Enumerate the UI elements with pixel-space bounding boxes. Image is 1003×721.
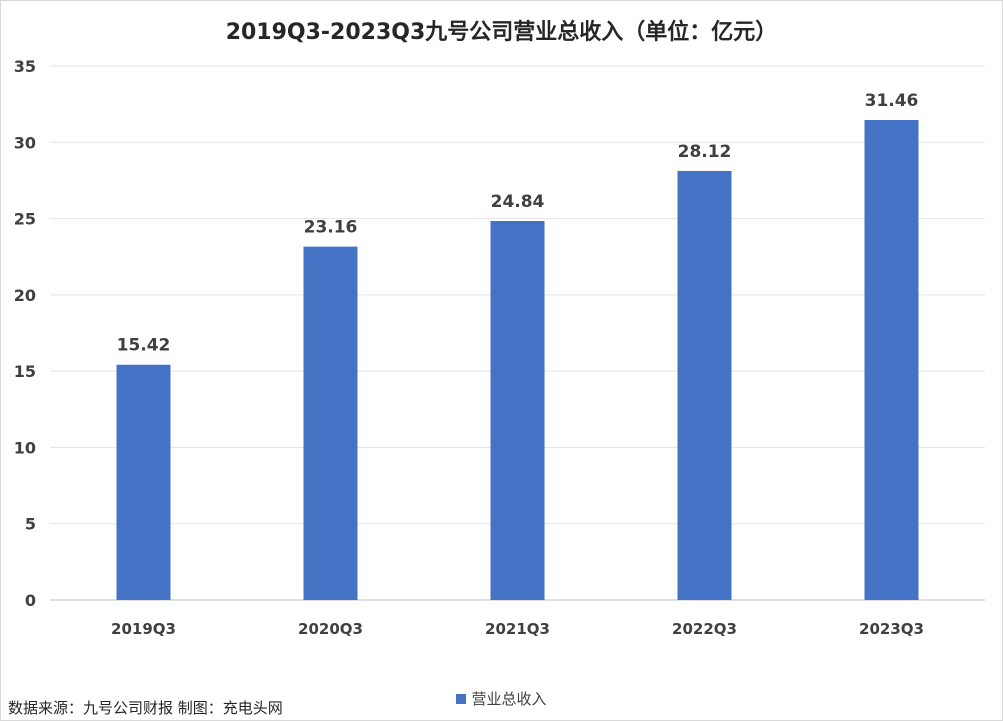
y-tick-label: 30: [14, 133, 36, 152]
x-category-label: 2020Q3: [298, 620, 363, 638]
y-axis-ticks: 0 5 10 15 20 25 30 35: [14, 57, 36, 610]
y-tick-label: 15: [14, 362, 36, 381]
y-tick-label: 0: [25, 591, 36, 610]
legend: 营业总收入: [0, 688, 1003, 709]
y-tick-label: 5: [25, 515, 36, 534]
bar: [677, 170, 732, 600]
chart-title: 2019Q3-2023Q3九号公司营业总收入（单位：亿元）: [225, 20, 778, 45]
data-label: 24.84: [491, 192, 545, 212]
bar: [490, 221, 545, 600]
x-category-label: 2021Q3: [485, 620, 550, 638]
legend-swatch: [456, 694, 467, 704]
x-category-label: 2022Q3: [672, 620, 737, 638]
data-labels: 15.42 23.16 24.84 28.12 31.46: [117, 91, 919, 356]
y-tick-label: 25: [14, 210, 36, 229]
y-tick-label: 20: [14, 286, 36, 305]
bar: [116, 364, 171, 600]
bars: [116, 120, 919, 600]
data-label: 23.16: [304, 218, 358, 238]
data-label: 15.42: [117, 336, 171, 356]
y-tick-label: 10: [14, 438, 36, 457]
x-category-label: 2023Q3: [859, 620, 924, 638]
bar: [864, 120, 919, 600]
y-tick-label: 35: [14, 57, 36, 76]
x-axis-categories: 2019Q3 2020Q3 2021Q3 2022Q3 2023Q3: [111, 620, 924, 638]
data-label: 31.46: [865, 91, 919, 111]
legend-label: 营业总收入: [471, 690, 547, 708]
x-category-label: 2019Q3: [111, 620, 176, 638]
data-label: 28.12: [678, 142, 732, 162]
bar: [303, 246, 358, 600]
source-note: 数据来源：九号公司财报 制图：充电头网: [8, 699, 283, 717]
